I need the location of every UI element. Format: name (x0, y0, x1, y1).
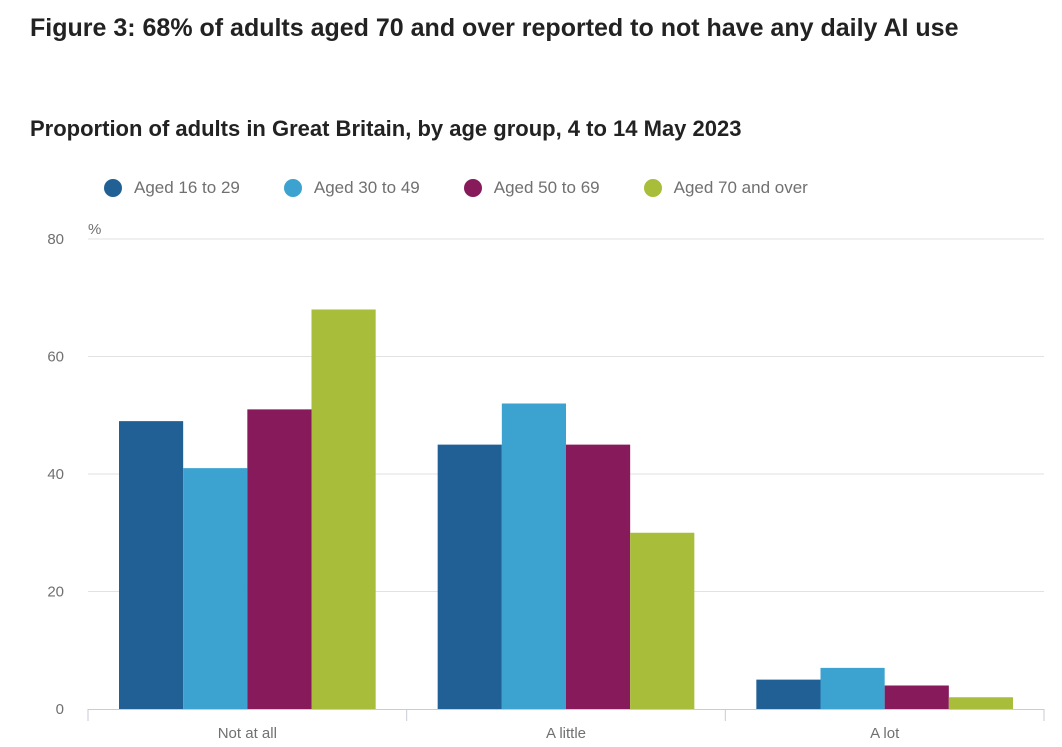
x-tick-label: Not at all (218, 725, 277, 742)
y-tick-label: 0 (56, 701, 64, 718)
bar (501, 403, 566, 709)
y-tick-label: 80 (47, 231, 64, 248)
chart-subtitle: Proportion of adults in Great Britain, b… (30, 116, 742, 141)
y-tick-label: 20 (47, 584, 64, 601)
y-tick-label: 40 (47, 466, 64, 483)
x-tick-label: A lot (870, 725, 900, 742)
bar (119, 421, 184, 709)
bar (566, 444, 631, 709)
bar (884, 685, 949, 709)
bar (247, 409, 312, 709)
legend-item[interactable]: Aged 30 to 49 (283, 178, 420, 198)
legend-swatch (283, 179, 302, 197)
legend-label: Aged 30 to 49 (313, 178, 420, 197)
legend-swatch (643, 179, 662, 197)
legend-item[interactable]: Aged 70 and over (643, 178, 808, 198)
bar (630, 532, 695, 709)
bar (437, 444, 502, 709)
legend: Aged 16 to 29 Aged 30 to 49 Aged 50 to 6… (104, 178, 852, 198)
bar (183, 468, 248, 709)
legend-label: Aged 70 and over (673, 178, 808, 197)
y-tick-label: 60 (47, 349, 64, 366)
bar (756, 679, 821, 709)
legend-swatch (104, 179, 122, 197)
bar (948, 697, 1013, 709)
bar (311, 309, 376, 709)
legend-swatch (463, 179, 482, 197)
legend-label: Aged 50 to 69 (493, 178, 600, 197)
legend-label: Aged 16 to 29 (134, 178, 240, 197)
legend-item[interactable]: Aged 50 to 69 (463, 178, 600, 198)
legend-item[interactable]: Aged 16 to 29 (104, 178, 240, 198)
chart-title: Figure 3: 68% of adults aged 70 and over… (30, 14, 959, 42)
x-tick-label: A little (546, 725, 586, 742)
y-axis-unit: % (88, 221, 101, 238)
bar (820, 667, 885, 709)
